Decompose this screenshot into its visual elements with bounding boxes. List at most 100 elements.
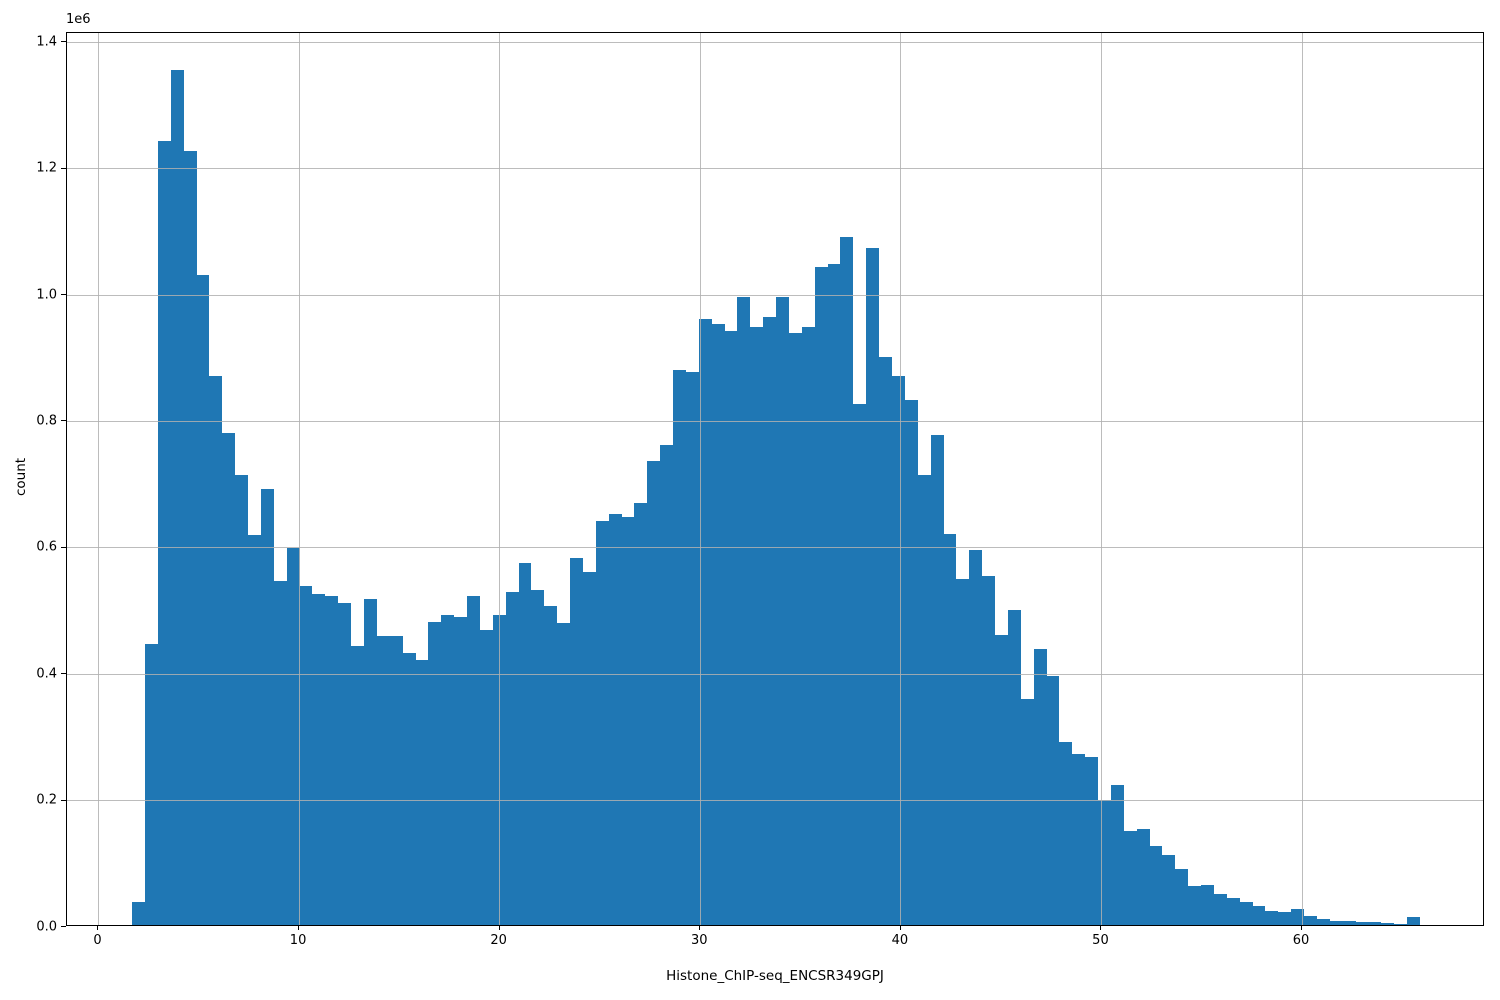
histogram-bar: [698, 318, 712, 925]
histogram-bar: [685, 372, 699, 925]
histogram-bar: [634, 502, 648, 925]
histogram-bar: [1265, 911, 1279, 925]
x-tick-mark: [699, 926, 701, 930]
histogram-bar: [750, 327, 764, 925]
y-tick-mark: [61, 799, 66, 801]
histogram-bar: [248, 535, 261, 925]
histogram-bar: [1329, 920, 1343, 925]
histogram-bar: [1239, 902, 1253, 925]
gridline-vertical: [97, 33, 99, 925]
histogram-bar: [492, 615, 506, 925]
histogram-bar: [1098, 799, 1111, 925]
histogram-bar: [647, 460, 661, 925]
x-tick-label: 50: [1092, 933, 1109, 948]
histogram-bar: [1149, 846, 1163, 925]
histogram-bar: [840, 236, 854, 925]
histogram-bar: [222, 433, 236, 925]
histogram-bar: [660, 444, 674, 925]
histogram-bar: [1072, 753, 1086, 925]
histogram-bar: [1085, 756, 1099, 925]
y-tick-mark: [61, 167, 66, 169]
x-tick-label: 0: [93, 933, 102, 948]
histogram-bar: [969, 550, 983, 925]
x-tick-mark: [498, 926, 500, 930]
histogram-bar: [1278, 911, 1292, 925]
histogram-bar: [132, 901, 146, 925]
histogram-bar: [595, 520, 609, 925]
histogram-bar: [145, 643, 158, 925]
histogram-bar: [518, 562, 532, 925]
histogram-bar: [1355, 921, 1369, 925]
histogram-bar: [711, 324, 725, 925]
x-tick-label: 20: [490, 933, 507, 948]
y-tick-label: 0.0: [36, 919, 57, 934]
histogram-bar: [428, 621, 442, 925]
gridline-horizontal: [67, 168, 1483, 170]
histogram-bar: [325, 596, 339, 925]
histogram-bar: [930, 434, 944, 925]
histogram-bar: [1252, 906, 1266, 925]
histogram-bar: [531, 590, 545, 925]
histogram-bar: [673, 369, 686, 925]
histogram-bar: [402, 653, 416, 925]
histogram-bar: [763, 317, 777, 925]
histogram-bar: [1304, 916, 1317, 925]
gridline-horizontal: [67, 41, 1483, 43]
histogram-bar: [1368, 922, 1382, 925]
histogram-bar: [441, 615, 455, 925]
histogram-bar: [776, 296, 789, 925]
histogram-bar: [467, 595, 480, 925]
x-tick-label: 10: [289, 933, 307, 948]
histogram-bar: [235, 475, 249, 925]
histogram-bar: [1291, 908, 1305, 925]
histogram-bar: [1136, 828, 1150, 925]
gridline-horizontal: [67, 547, 1483, 549]
gridline-vertical: [1301, 33, 1303, 925]
x-tick-mark: [1301, 926, 1303, 930]
histogram-bar: [454, 617, 468, 925]
histogram-bar: [621, 517, 635, 925]
histogram-bar: [737, 296, 751, 925]
histogram-bar: [389, 636, 403, 925]
gridline-vertical: [499, 33, 501, 925]
histogram-bar: [724, 330, 738, 925]
histogram-bar: [1188, 885, 1202, 925]
histogram-bar: [157, 141, 171, 925]
histogram-bar: [1316, 919, 1330, 925]
histogram-bar: [415, 660, 429, 925]
histogram-bar: [1046, 676, 1060, 925]
histogram-bar: [196, 275, 210, 925]
histogram-bar: [1394, 923, 1408, 925]
histogram-bar: [273, 580, 287, 925]
y-tick-label: 0.2: [36, 792, 57, 808]
histogram-bar: [363, 598, 377, 925]
gridline-horizontal: [67, 800, 1483, 802]
histogram-bar: [479, 629, 493, 925]
plot-area: [66, 32, 1484, 926]
histogram-bar: [557, 622, 571, 925]
histogram-bar: [1213, 894, 1227, 925]
x-tick-label: 40: [891, 933, 909, 948]
histogram-bar: [1123, 830, 1137, 925]
y-tick-label: 0.8: [36, 413, 57, 429]
histogram-bar: [1033, 649, 1047, 925]
histogram-bar: [338, 603, 352, 925]
y-tick-mark: [61, 41, 66, 43]
y-tick-label: 0.6: [36, 539, 57, 555]
x-tick-mark: [899, 926, 901, 930]
y-tick-mark: [61, 926, 66, 927]
histogram-bar: [1162, 855, 1176, 925]
histogram-bar: [170, 69, 184, 925]
gridline-horizontal: [67, 673, 1483, 675]
histogram-bar: [376, 635, 390, 925]
histogram-bar: [956, 579, 970, 925]
y-tick-mark: [61, 294, 66, 296]
histogram-bar: [917, 475, 931, 925]
x-tick-mark: [97, 926, 99, 930]
x-tick-label: 60: [1292, 933, 1310, 948]
histogram-bar: [943, 533, 957, 925]
histogram-bar: [570, 558, 583, 925]
histogram-bar: [801, 327, 815, 925]
histogram-bar: [351, 646, 364, 925]
